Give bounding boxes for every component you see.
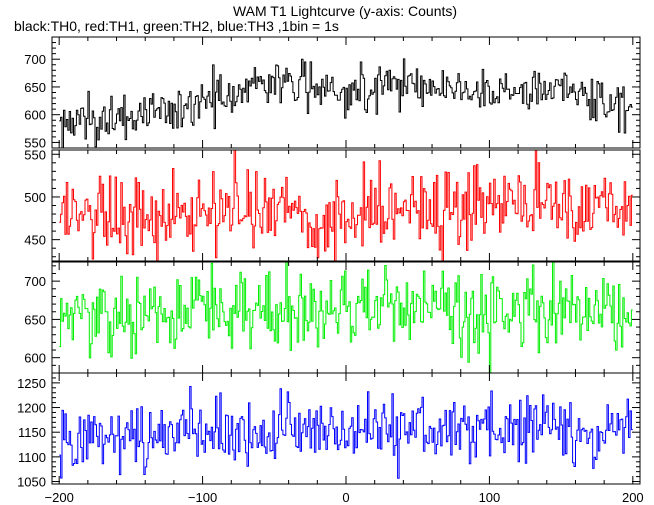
y-tick-label: 1100 <box>18 450 46 465</box>
y-tick-label: 1050 <box>17 475 46 490</box>
y-tick-label: 650 <box>24 312 46 327</box>
panels: 550 600 650 700 450 500 550 600 650 700 1050 1100 11… <box>17 36 641 490</box>
series-line-th2 <box>59 262 633 373</box>
y-tick-label: 700 <box>24 274 46 289</box>
y-tick-label: 650 <box>24 80 46 95</box>
y-tick-label: 500 <box>24 190 46 205</box>
y-tick-label: 450 <box>24 233 46 248</box>
y-tick-label: 1200 <box>17 401 46 416</box>
y-tick-label: 1250 <box>17 376 46 391</box>
y-tick-label: 700 <box>24 52 46 67</box>
panel-th3: 1050 1100 1150 1200 1250 <box>17 372 641 490</box>
y-tick-label: 550 <box>24 147 46 162</box>
panel-th0: 550 600 650 700 <box>24 36 641 150</box>
panel-frame <box>51 149 641 262</box>
panel-frame <box>51 372 641 485</box>
y-tick-label: 600 <box>24 351 46 366</box>
y-tick-label: 550 <box>24 135 46 150</box>
series-line-th3 <box>59 386 633 479</box>
panel-th2: 600 650 700 <box>24 261 641 374</box>
x-tick-label: 100 <box>479 490 501 505</box>
chart-title: WAM T1 Lightcurve (y-axis: Counts) <box>233 3 457 19</box>
x-axis: −200 −100 0 100 200 <box>45 490 644 505</box>
series-line-th0 <box>59 58 633 148</box>
x-tick-label: 0 <box>342 490 349 505</box>
series-line-th1 <box>59 150 633 261</box>
chart-subtitle: black:TH0, red:TH1, green:TH2, blue:TH3 … <box>14 18 339 34</box>
x-tick-label: 200 <box>622 490 644 505</box>
y-tick-label: 1150 <box>18 425 46 440</box>
x-tick-label: −200 <box>45 490 74 505</box>
x-tick-label: −100 <box>188 490 217 505</box>
panel-th1: 450 500 550 <box>24 147 641 262</box>
y-tick-label: 600 <box>24 108 46 123</box>
